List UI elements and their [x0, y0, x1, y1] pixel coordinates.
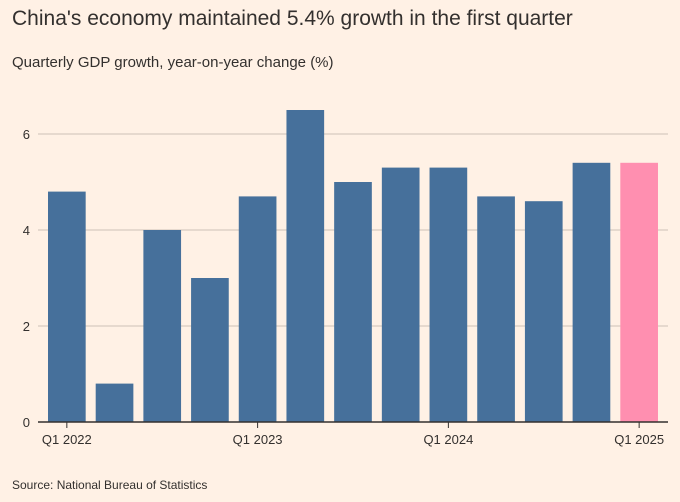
chart-title: China's economy maintained 5.4% growth i…: [12, 7, 573, 30]
bar-q3-2023: [334, 182, 372, 422]
bar-q4-2024: [572, 162, 611, 423]
y-tick-label: 2: [23, 319, 30, 334]
bar-q3-2022: [143, 230, 182, 422]
bar-q1-2024: [429, 167, 468, 422]
x-tick-label: Q1 2023: [233, 432, 283, 447]
bar-q3-2024: [524, 201, 563, 422]
y-tick-label: 6: [23, 127, 30, 142]
bar-q1-2025: [620, 162, 658, 423]
chart-subtitle: Quarterly GDP growth, year-on-year chang…: [12, 54, 334, 71]
bar-q4-2023: [381, 167, 420, 422]
x-axis: Q1 2022 Q1 2023 Q1 2024 Q1 2025: [38, 421, 668, 447]
bar-chart: 0 2 4 6 Q1 2022 Q1 2023 Q1 2024 Q1 2025: [23, 110, 668, 447]
bar-q2-2023: [286, 110, 325, 422]
bar-q2-2024: [477, 196, 515, 422]
bar-q1-2022: [48, 191, 86, 422]
bar-q4-2022: [191, 278, 229, 422]
y-tick-label: 0: [23, 415, 30, 430]
x-tick-label: Q1 2022: [42, 432, 92, 447]
x-tick-label: Q1 2025: [614, 432, 664, 447]
bar-q1-2023: [238, 196, 277, 422]
x-tick-label: Q1 2024: [423, 432, 473, 447]
y-tick-label: 4: [23, 223, 30, 238]
bar-q2-2022: [95, 383, 134, 422]
source-note: Source: National Bureau of Statistics: [12, 478, 208, 492]
bars: [48, 110, 658, 423]
